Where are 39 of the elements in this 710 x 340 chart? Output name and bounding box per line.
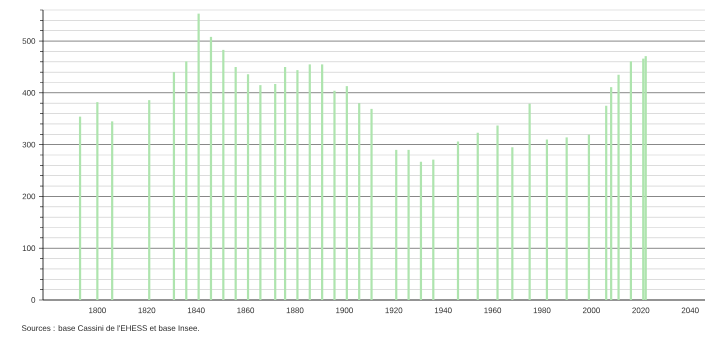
bar [511, 147, 514, 300]
bar [566, 137, 568, 300]
bar [358, 103, 360, 300]
bar [296, 70, 299, 300]
bar [456, 142, 460, 300]
bar [321, 64, 324, 300]
bar [432, 160, 434, 300]
bar [234, 66, 237, 300]
bar [407, 150, 410, 300]
bar [246, 74, 250, 300]
bar [96, 102, 98, 300]
bar [222, 50, 224, 300]
bar [496, 125, 499, 300]
bar [588, 134, 590, 300]
bar [644, 56, 647, 300]
bar [528, 104, 531, 300]
bar [284, 66, 286, 300]
bar [78, 116, 82, 300]
bar [617, 74, 620, 300]
bar [308, 64, 311, 300]
bar [210, 36, 212, 300]
bar [370, 108, 373, 300]
bar [259, 85, 262, 300]
bar [111, 121, 114, 300]
bar [610, 87, 612, 300]
bar [346, 86, 348, 300]
bar [333, 90, 336, 300]
bar [148, 100, 150, 300]
bar [274, 84, 276, 300]
bar [605, 106, 608, 300]
bar [630, 61, 632, 300]
bar [198, 14, 200, 300]
bar [546, 139, 548, 300]
bar [642, 58, 644, 300]
bar [476, 132, 479, 300]
bar [420, 162, 422, 300]
bar [395, 150, 398, 300]
bar [172, 72, 176, 300]
bar [185, 61, 188, 300]
